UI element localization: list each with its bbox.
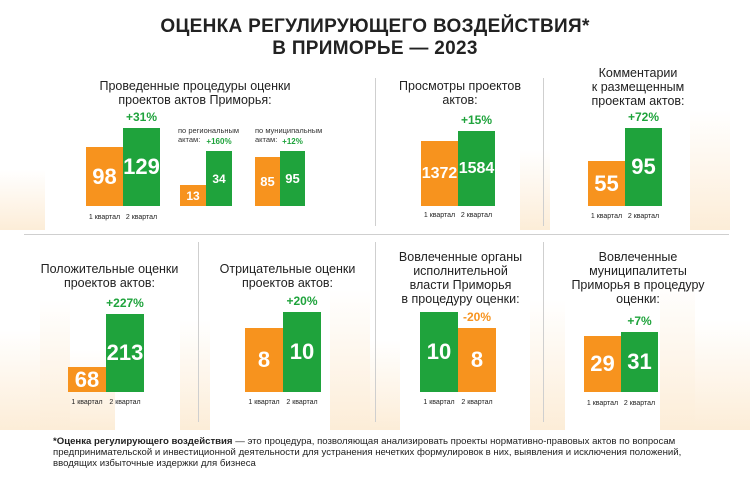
title-line-2: В ПРИМОРЬЕ — 2023 bbox=[272, 38, 478, 59]
bar-q2: 213 bbox=[106, 314, 144, 392]
x-tick-label: 1 квартал bbox=[71, 399, 103, 406]
x-tick-label: 2 квартал bbox=[627, 213, 660, 220]
panel-title-views: Просмотры проектов актов: bbox=[380, 79, 540, 107]
x-tick-label: 2 квартал bbox=[125, 214, 158, 221]
panel-title-comments: Комментарии к размещенным проектам актов… bbox=[548, 66, 728, 108]
title-line: проектов актов: bbox=[63, 276, 156, 290]
x-tick-label: 2 квартал bbox=[286, 399, 318, 406]
x-tick-label: 2 квартал bbox=[461, 399, 493, 406]
title-line: по муниципальным bbox=[255, 126, 323, 135]
bar-q1: 85 bbox=[255, 157, 280, 206]
title-line: муниципалитеты bbox=[589, 264, 687, 278]
title-line: актам: bbox=[255, 135, 278, 144]
x-tick-label: 2 квартал bbox=[109, 399, 141, 406]
bar-q1: 98 bbox=[86, 147, 123, 206]
change-label: +15% bbox=[460, 113, 493, 127]
title-line: к размещенным bbox=[591, 80, 685, 94]
title-line: Вовлеченные органы bbox=[398, 250, 523, 264]
footnote-term: *Оценка регулирующего воздействия bbox=[53, 436, 233, 447]
title-line: актов: bbox=[442, 93, 478, 107]
x-tick-label: 1 квартал bbox=[423, 212, 456, 219]
bar-q2: 129 bbox=[123, 128, 160, 206]
change-label: +7% bbox=[627, 314, 652, 328]
panel-title-municipal: по муниципальным актам: bbox=[255, 126, 322, 144]
change-label: +20% bbox=[286, 294, 318, 308]
title-line-1: ОЦЕНКА РЕГУЛИРУЮЩЕГО ВОЗДЕЙСТВИЯ* bbox=[160, 16, 590, 37]
panel-title-municipalities: Вовлеченные муниципалитеты Приморья в пр… bbox=[548, 250, 728, 306]
bar-q2: 1584 bbox=[458, 131, 495, 206]
column-divider bbox=[375, 242, 376, 422]
change-label: +160% bbox=[206, 137, 232, 146]
bar-q1: 29 bbox=[584, 336, 621, 392]
x-tick-label: 1 квартал bbox=[590, 213, 623, 220]
title-line: по региональным bbox=[178, 126, 240, 135]
change-label: +12% bbox=[282, 137, 303, 146]
x-tick-label: 1 квартал bbox=[88, 214, 121, 221]
panel-title-authorities: Вовлеченные органы исполнительной власти… bbox=[378, 250, 543, 306]
title-line: в процедуру оценки: bbox=[401, 292, 520, 306]
title-line: Положительные оценки bbox=[40, 262, 179, 276]
column-divider bbox=[543, 78, 544, 226]
bar-q2: 34 bbox=[206, 151, 232, 206]
bar-q1: 55 bbox=[588, 161, 625, 206]
panel-title-negative: Отрицательные оценки проектов актов: bbox=[200, 262, 375, 290]
footnote: *Оценка регулирующего воздействия — это … bbox=[53, 436, 713, 469]
column-divider bbox=[375, 78, 376, 226]
bar-q1: 1372 bbox=[421, 141, 458, 206]
panel-title-procedures: Проведенные процедуры оценки проектов ак… bbox=[60, 79, 330, 107]
bar-q1: 8 bbox=[245, 328, 283, 392]
title-line: Просмотры проектов bbox=[399, 79, 521, 93]
title-line: Комментарии bbox=[598, 66, 678, 80]
panel-title-regional: по региональным актам: bbox=[178, 126, 239, 144]
bar-q1: 68 bbox=[68, 367, 106, 392]
bar-q2: 10 bbox=[283, 312, 321, 392]
change-label: +227% bbox=[106, 296, 144, 310]
change-label: +72% bbox=[627, 110, 660, 124]
page-title: ОЦЕНКА РЕГУЛИРУЮЩЕГО ВОЗДЕЙСТВИЯ* В ПРИМ… bbox=[0, 16, 750, 60]
title-line: власти Приморья bbox=[409, 278, 512, 292]
title-line: актам: bbox=[178, 135, 201, 144]
x-tick-label: 2 квартал bbox=[460, 212, 493, 219]
title-line: проектов актов Приморья: bbox=[118, 93, 272, 107]
title-line: Вовлеченные bbox=[598, 250, 678, 264]
change-label: +31% bbox=[125, 110, 158, 124]
bar-q2: 95 bbox=[625, 128, 662, 206]
bar-q2: 8 bbox=[458, 328, 496, 392]
title-line: оценки: bbox=[616, 292, 660, 306]
x-tick-label: 1 квартал bbox=[248, 399, 280, 406]
bar-q2: 31 bbox=[621, 332, 658, 392]
title-line: проектов актов: bbox=[241, 276, 334, 290]
column-divider bbox=[198, 242, 199, 422]
bar-q1: 13 bbox=[180, 185, 206, 206]
bar-q1: 10 bbox=[420, 312, 458, 392]
x-tick-label: 1 квартал bbox=[423, 399, 455, 406]
title-line: Приморья в процедуру bbox=[571, 278, 705, 292]
column-divider bbox=[543, 242, 544, 422]
x-tick-label: 1 квартал bbox=[586, 400, 619, 407]
title-line: исполнительной bbox=[413, 264, 508, 278]
change-label: -20% bbox=[462, 310, 491, 324]
footnote-text: — это процедура, позволяющая анализирова… bbox=[53, 436, 682, 469]
title-line: Отрицательные оценки bbox=[219, 262, 356, 276]
bar-q2: 95 bbox=[280, 151, 305, 206]
row-divider bbox=[24, 234, 729, 235]
title-line: проектам актов: bbox=[591, 94, 685, 108]
title-line: Проведенные процедуры оценки bbox=[99, 79, 291, 93]
x-tick-label: 2 квартал bbox=[623, 400, 656, 407]
panel-title-positive: Положительные оценки проектов актов: bbox=[22, 262, 197, 290]
